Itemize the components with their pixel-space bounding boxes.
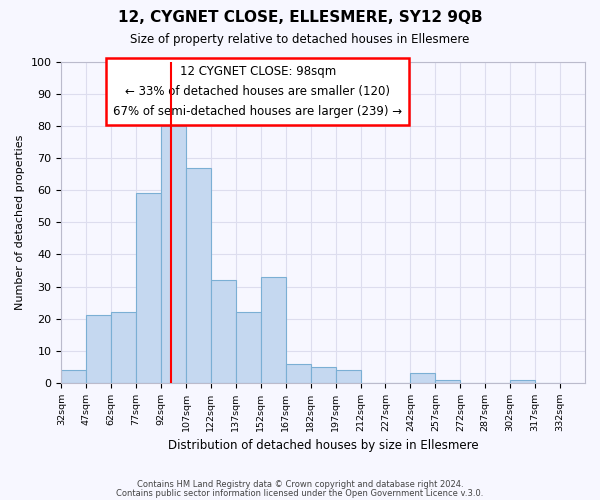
X-axis label: Distribution of detached houses by size in Ellesmere: Distribution of detached houses by size … xyxy=(168,440,478,452)
Text: 12, CYGNET CLOSE, ELLESMERE, SY12 9QB: 12, CYGNET CLOSE, ELLESMERE, SY12 9QB xyxy=(118,10,482,25)
Bar xyxy=(236,312,261,383)
Text: Size of property relative to detached houses in Ellesmere: Size of property relative to detached ho… xyxy=(130,32,470,46)
Text: 12 CYGNET CLOSE: 98sqm
← 33% of detached houses are smaller (120)
67% of semi-de: 12 CYGNET CLOSE: 98sqm ← 33% of detached… xyxy=(113,64,402,118)
Bar xyxy=(286,364,311,383)
Text: Contains HM Land Registry data © Crown copyright and database right 2024.: Contains HM Land Registry data © Crown c… xyxy=(137,480,463,489)
Bar xyxy=(211,280,236,383)
Bar xyxy=(61,370,86,383)
Text: Contains public sector information licensed under the Open Government Licence v.: Contains public sector information licen… xyxy=(116,489,484,498)
Bar xyxy=(261,277,286,383)
Bar xyxy=(161,126,186,383)
Y-axis label: Number of detached properties: Number of detached properties xyxy=(15,134,25,310)
Bar xyxy=(436,380,460,383)
Bar xyxy=(111,312,136,383)
Bar xyxy=(335,370,361,383)
Bar xyxy=(86,316,111,383)
Bar xyxy=(136,194,161,383)
Bar xyxy=(186,168,211,383)
Bar xyxy=(410,374,436,383)
Bar xyxy=(311,367,335,383)
Bar xyxy=(510,380,535,383)
